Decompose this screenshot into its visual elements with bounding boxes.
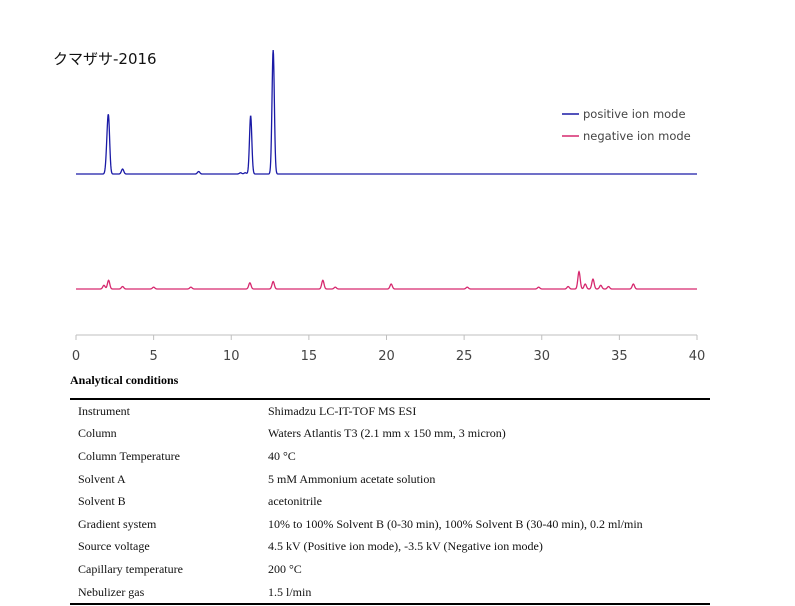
series-line-positive <box>76 49 697 175</box>
x-tick-label: 20 <box>378 349 395 364</box>
row-label: Column Temperature <box>78 448 180 463</box>
row-value: 10% to 100% Solvent B (0-30 min), 100% S… <box>268 516 643 531</box>
row-label: Solvent A <box>78 471 126 486</box>
table-row: Capillary temperature 200 °C <box>70 558 710 581</box>
row-value: acetonitrile <box>268 494 322 509</box>
row-label: Gradient system <box>78 516 157 531</box>
chart-title: クマザサ-2016 <box>53 50 157 68</box>
x-tick-label: 5 <box>149 349 157 364</box>
x-tick-label: 35 <box>611 349 628 364</box>
table-row: Solvent A 5 mM Ammonium acetate solution <box>70 468 710 491</box>
row-label: Solvent B <box>78 494 126 509</box>
row-label: Column <box>78 426 117 441</box>
table-row: Source voltage 4.5 kV (Positive ion mode)… <box>70 536 710 559</box>
section-heading: Analytical conditions <box>70 373 179 387</box>
chromatogram-chart: 0 5 10 15 20 25 30 35 40 positive ion mode negativ… <box>72 49 706 364</box>
table-row: Solvent B acetonitrile <box>70 490 710 513</box>
row-label: Source voltage <box>78 539 150 554</box>
row-label: Capillary temperature <box>78 561 183 576</box>
x-tick-label: 10 <box>223 349 240 364</box>
conditions-table: Instrument Shimadzu LC-IT-TOF MS ESI Colu… <box>70 398 710 606</box>
row-value: 1.5 l/min <box>268 584 312 599</box>
series-line-negative <box>76 270 697 290</box>
table-row: Gradient system 10% to 100% Solvent B (0-… <box>70 513 710 536</box>
x-tick-label: 30 <box>533 349 550 364</box>
table-row: Instrument Shimadzu LC-IT-TOF MS ESI <box>70 399 710 423</box>
x-tick-label: 40 <box>689 349 706 364</box>
x-tick-label: 15 <box>301 349 318 364</box>
row-value: 200 °C <box>268 561 302 576</box>
table-row: Column Waters Atlantis T3 (2.1 mm x 150 m… <box>70 423 710 446</box>
row-label: Instrument <box>78 403 130 418</box>
row-value: Waters Atlantis T3 (2.1 mm x 150 mm, 3 m… <box>268 426 506 441</box>
legend-label: positive ion mode <box>583 107 686 121</box>
table-row: Column Temperature 40 °C <box>70 445 710 468</box>
legend-label: negative ion mode <box>583 129 691 143</box>
row-value: Shimadzu LC-IT-TOF MS ESI <box>268 403 417 418</box>
x-tick-label: 25 <box>456 349 473 364</box>
table-row: Nebulizer gas 1.5 l/min <box>70 581 710 605</box>
row-value: 40 °C <box>268 448 296 463</box>
x-tick-label: 0 <box>72 349 80 364</box>
row-value: 4.5 kV (Positive ion mode), -3.5 kV (Neg… <box>268 539 543 554</box>
row-value: 5 mM Ammonium acetate solution <box>268 471 436 486</box>
row-label: Nebulizer gas <box>78 584 145 599</box>
